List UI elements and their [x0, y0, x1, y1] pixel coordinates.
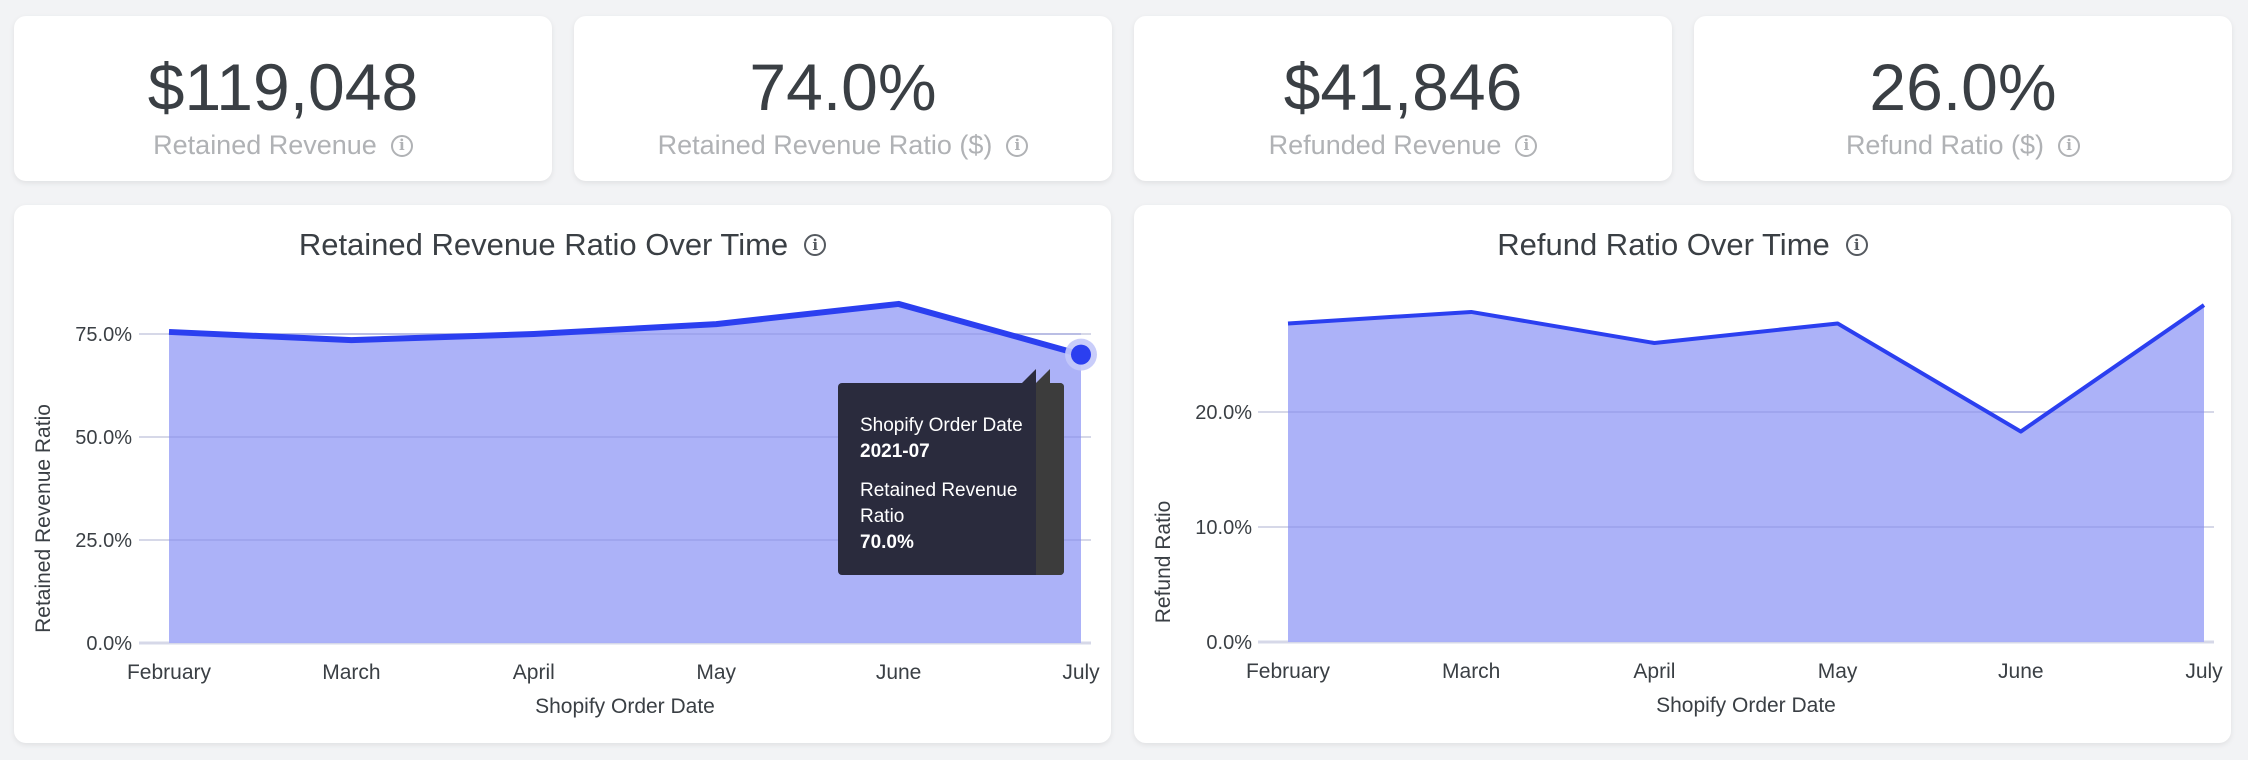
retained-revenue-ratio-chart-card: Retained Revenue Ratio Over Time i 0.0% 2…	[14, 205, 1111, 743]
y-tick-label: 20.0%	[1195, 402, 1252, 424]
x-tick-label: March	[1442, 660, 1500, 683]
tooltip-y-label: Retained Revenue Ratio	[860, 480, 1018, 527]
kpi-value: 26.0%	[1869, 50, 2057, 124]
kpi-card-refunded-revenue: $41,846 Refunded Revenue i	[1134, 16, 1672, 181]
x-tick-label: June	[1998, 660, 2044, 683]
info-icon[interactable]: i	[804, 234, 827, 256]
kpi-label-row: Retained Revenue Ratio ($) i	[574, 132, 1112, 159]
y-axis-label: Refund Ratio	[1152, 501, 1175, 624]
x-axis-label: Shopify Order Date	[535, 695, 715, 718]
y-tick-label: 0.0%	[86, 633, 132, 655]
series-line	[168, 300, 1082, 358]
x-tick-label: May	[696, 661, 736, 684]
kpi-label: Retained Revenue	[153, 130, 377, 160]
y-tick-label: 50.0%	[75, 427, 132, 449]
refund-ratio-chart[interactable]: 0.0% 10.0% 20.0% February March April May June J…	[1134, 205, 2231, 743]
chart-title-row: Refund Ratio Over Time i	[1134, 227, 2231, 263]
x-tick-label: February	[127, 661, 212, 684]
x-tick-label: June	[876, 661, 922, 684]
y-tick-label: 10.0%	[1195, 517, 1252, 539]
tooltip-x: Shopify Order Date 2021-07	[860, 413, 1044, 464]
chart-tooltip: Shopify Order Date 2021-07 Retained Reve…	[838, 369, 1064, 576]
info-icon[interactable]: i	[390, 134, 413, 157]
x-tick-label: July	[2185, 660, 2223, 683]
refund-ratio-chart-card: Refund Ratio Over Time i 0.0% 10.0% 20.0% F…	[1134, 205, 2231, 743]
kpi-label: Refund Ratio ($)	[1845, 130, 2045, 160]
tooltip-arrow	[1022, 369, 1036, 383]
x-tick-label: July	[1062, 661, 1100, 684]
chart-title: Refund Ratio Over Time	[1497, 227, 1830, 262]
y-tick-label: 25.0%	[75, 530, 132, 552]
x-tick-label: March	[322, 661, 380, 684]
x-axis-label: Shopify Order Date	[1656, 694, 1836, 717]
kpi-card-refund-ratio: 26.0% Refund Ratio ($) i	[1694, 16, 2232, 181]
tooltip-x-value: 2021-07	[860, 440, 930, 462]
kpi-label-row: Refund Ratio ($) i	[1694, 132, 2232, 159]
tooltip-shade	[1036, 383, 1064, 576]
tooltip-arrow-shade	[1036, 369, 1050, 383]
kpi-label: Retained Revenue Ratio ($)	[657, 130, 993, 160]
x-tick-label: April	[513, 661, 555, 684]
tooltip-x-label: Shopify Order Date	[860, 415, 1023, 436]
info-icon[interactable]: i	[1845, 234, 1868, 256]
info-icon[interactable]: i	[1515, 134, 1538, 157]
x-tick-label: February	[1246, 660, 1331, 683]
chart-title: Retained Revenue Ratio Over Time	[298, 227, 789, 262]
tooltip-y: Retained Revenue Ratio 70.0%	[860, 478, 1044, 555]
kpi-card-retained-revenue: $119,048 Retained Revenue i	[14, 16, 552, 181]
y-tick-label: 75.0%	[75, 324, 132, 346]
series-line	[1287, 303, 2206, 434]
tooltip-y-value: 70.0%	[860, 531, 914, 553]
info-icon[interactable]: i	[1006, 134, 1029, 157]
x-tick-label: May	[1818, 660, 1858, 683]
kpi-label-row: Retained Revenue i	[14, 132, 552, 159]
highlighted-data-point	[1071, 344, 1091, 365]
area-fill	[1288, 305, 2204, 642]
y-tick-label: 0.0%	[1206, 632, 1252, 654]
kpi-value: $41,846	[1283, 50, 1523, 124]
chart-title-row: Retained Revenue Ratio Over Time i	[14, 227, 1111, 263]
x-tick-label: April	[1633, 660, 1675, 683]
kpi-label-row: Refunded Revenue i	[1134, 132, 1672, 159]
y-axis-label: Retained Revenue Ratio	[32, 404, 55, 633]
kpi-value: 74.0%	[749, 50, 937, 124]
kpi-card-retained-revenue-ratio: 74.0% Retained Revenue Ratio ($) i	[574, 16, 1112, 181]
info-icon[interactable]: i	[2058, 134, 2081, 157]
kpi-label: Refunded Revenue	[1268, 130, 1502, 160]
kpi-value: $119,048	[147, 50, 419, 124]
